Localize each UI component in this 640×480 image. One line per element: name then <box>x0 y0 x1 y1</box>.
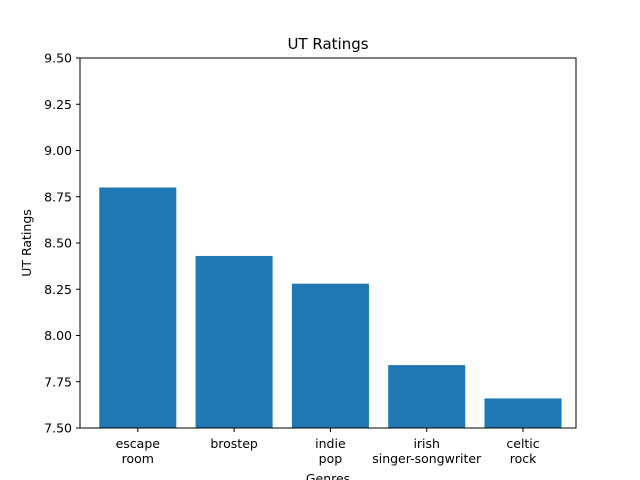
bar <box>484 398 562 428</box>
y-tick-label: 9.25 <box>44 97 72 112</box>
y-tick-label: 8.50 <box>44 236 72 251</box>
bar <box>291 283 369 428</box>
x-axis-label: Genres <box>306 471 350 480</box>
y-tick-label: 7.50 <box>44 421 72 436</box>
x-tick-label: celtic <box>506 436 539 451</box>
y-tick-label: 7.75 <box>44 374 72 389</box>
x-tick-label: rock <box>510 451 537 466</box>
x-tick-label: singer-songwriter <box>372 451 482 466</box>
x-tick-label: indie <box>315 436 346 451</box>
x-tick-label: room <box>122 451 154 466</box>
x-tick-label: brostep <box>210 436 258 451</box>
y-tick-label: 9.50 <box>44 51 72 66</box>
y-tick-label: 8.00 <box>44 328 72 343</box>
x-tick-label: irish <box>413 436 440 451</box>
bar <box>99 187 177 428</box>
chart-title: UT Ratings <box>287 35 368 53</box>
y-tick-label: 8.75 <box>44 189 72 204</box>
y-tick-label: 8.25 <box>44 282 72 297</box>
y-axis: 7.50 7.75 8.00 8.25 8.50 8.75 9.00 9.25 9.50 <box>44 51 80 436</box>
y-axis-label: UT Ratings <box>19 209 34 277</box>
x-tick-label: escape <box>116 436 161 451</box>
bar <box>195 255 273 428</box>
bar <box>388 365 466 428</box>
x-tick-label: pop <box>319 451 343 466</box>
bars <box>99 187 562 428</box>
y-tick-label: 9.00 <box>44 143 72 158</box>
